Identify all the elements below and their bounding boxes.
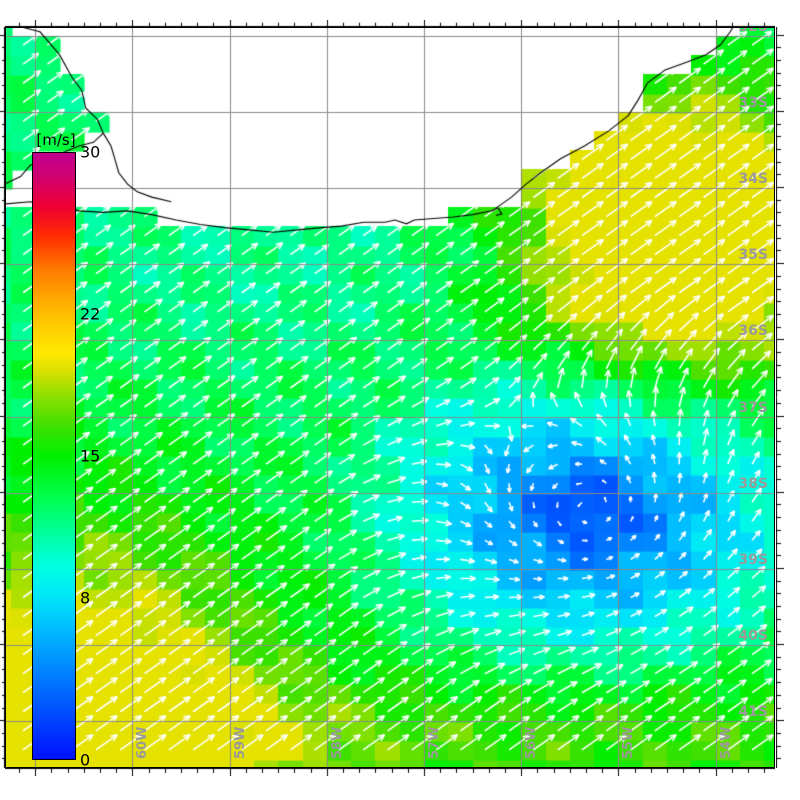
colorbar-tick-8: 8 (80, 588, 91, 608)
map-panel[interactable]: 32S33S34S35S36S37S38S39S40S41S61W60W59W5… (5, 27, 775, 768)
bottom-tick-ruler (5, 768, 775, 776)
right-tick-ruler (776, 27, 784, 768)
colorbar-gradient (32, 152, 76, 760)
left-tick-ruler (0, 27, 5, 768)
colorbar-tick-15: 15 (80, 446, 101, 466)
top-tick-ruler (5, 20, 775, 27)
colorbar-tick-22: 22 (80, 304, 101, 324)
colorbar-tick-0: 0 (80, 750, 91, 770)
colorbar (32, 152, 76, 760)
graticule-and-coastline (6, 28, 774, 767)
colorbar-tick-30: 30 (80, 142, 101, 162)
colorbar-unit-label: [m/s] (36, 131, 76, 149)
